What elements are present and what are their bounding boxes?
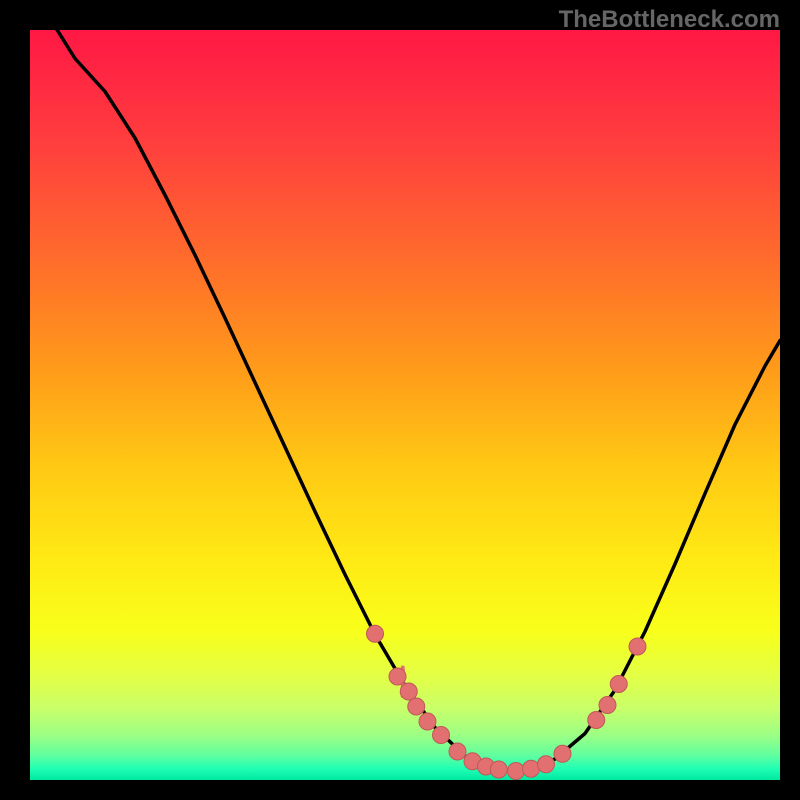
plot-svg xyxy=(30,30,780,780)
watermark-text: TheBottleneck.com xyxy=(559,6,780,34)
curve-marker xyxy=(554,745,571,762)
plot-area xyxy=(30,30,780,780)
curve-marker xyxy=(433,727,450,744)
curve-marker xyxy=(389,668,406,685)
curve-marker xyxy=(490,761,507,778)
curve-marker xyxy=(400,683,417,700)
gradient-background xyxy=(30,30,780,780)
curve-marker xyxy=(508,763,525,780)
curve-marker xyxy=(610,676,627,693)
curve-marker xyxy=(538,756,555,773)
curve-marker xyxy=(408,698,425,715)
curve-marker xyxy=(629,638,646,655)
curve-marker xyxy=(599,697,616,714)
curve-marker xyxy=(588,712,605,729)
curve-marker xyxy=(367,625,384,642)
curve-marker xyxy=(419,713,436,730)
curve-marker xyxy=(449,743,466,760)
curve-marker xyxy=(523,760,540,777)
